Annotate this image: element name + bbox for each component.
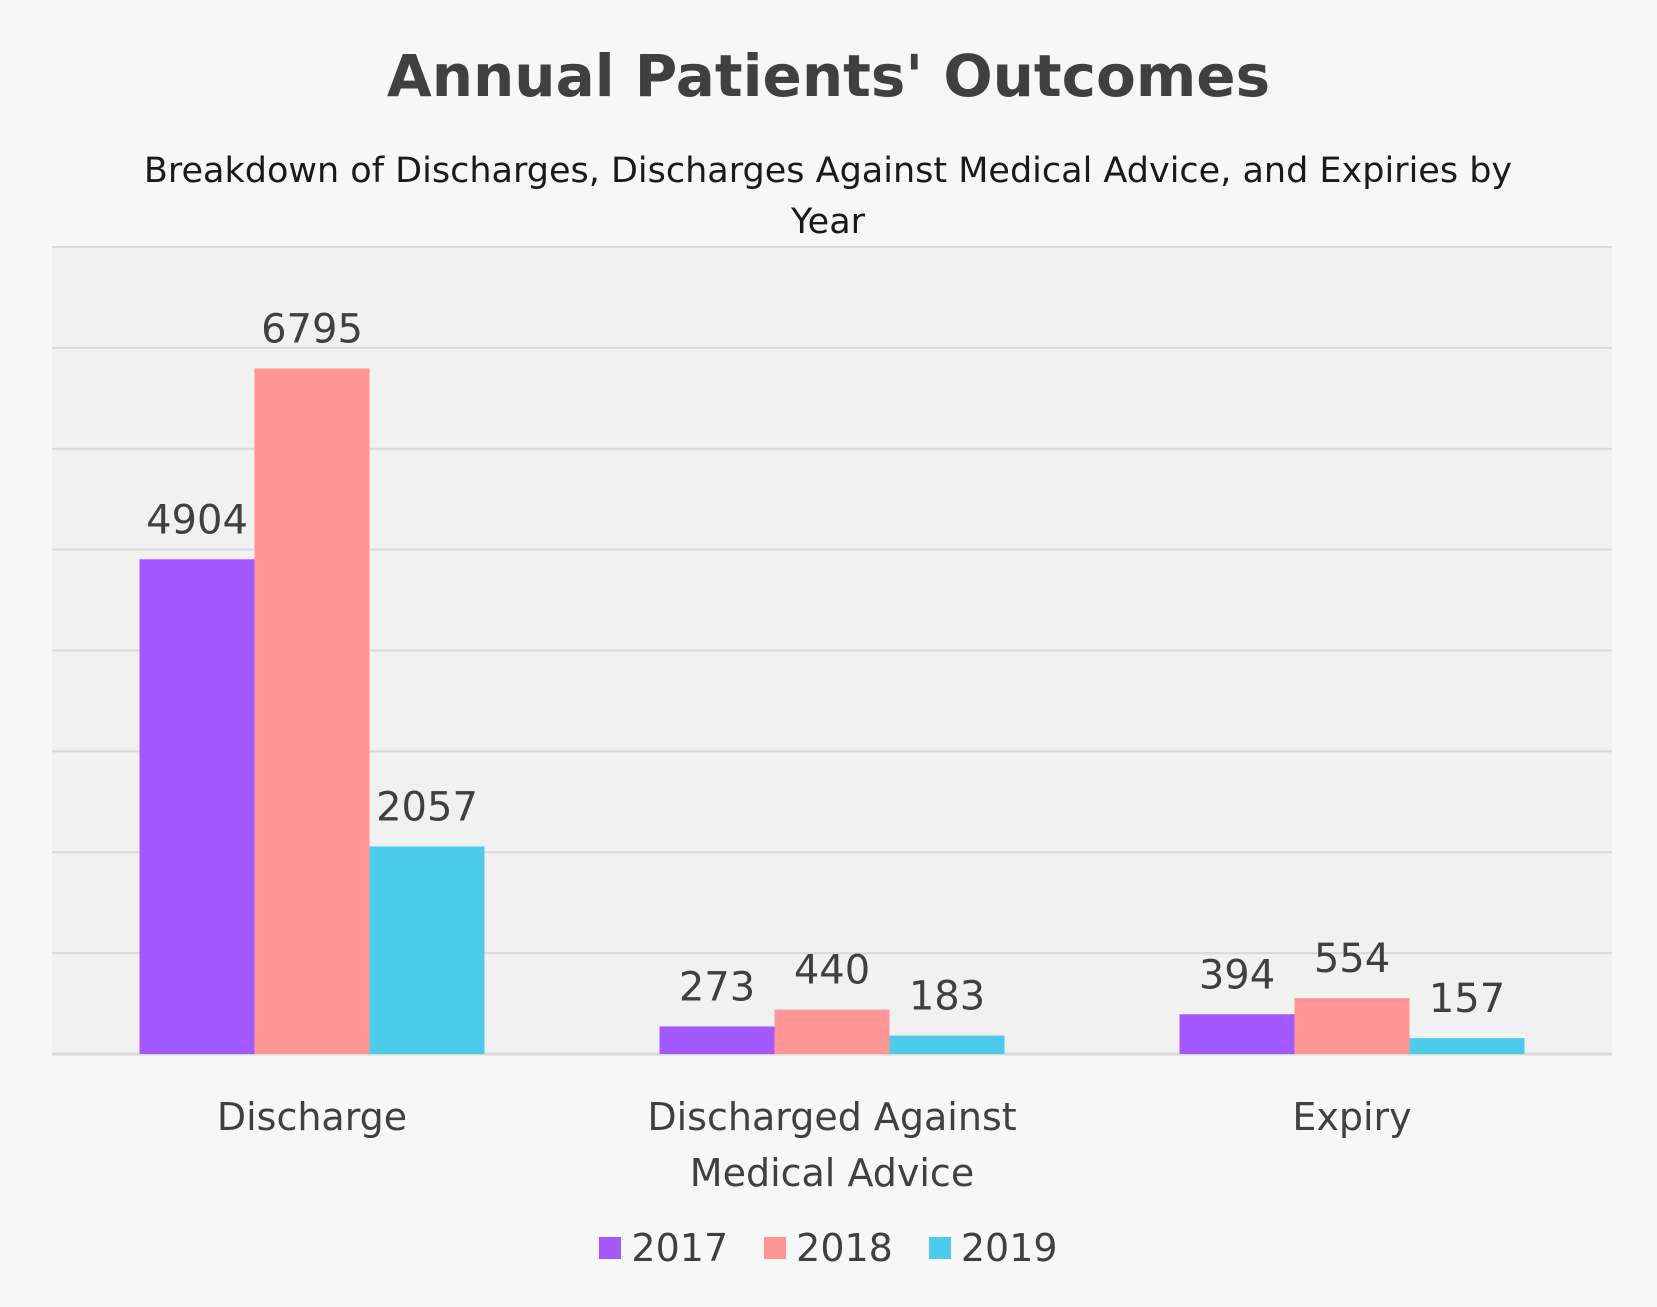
bar-2017 bbox=[139, 559, 255, 1054]
category-label: Discharge bbox=[217, 1095, 407, 1139]
bar-value-label: 157 bbox=[1429, 976, 1505, 1022]
legend-swatch bbox=[764, 1237, 787, 1259]
legend-item-2019: 2019 bbox=[928, 1226, 1058, 1270]
bar-2018 bbox=[254, 368, 370, 1054]
category-label: Discharged Against Medical Advice bbox=[647, 1095, 1016, 1195]
bar-2019 bbox=[369, 846, 485, 1054]
legend-swatch bbox=[599, 1237, 622, 1259]
bar-value-label: 183 bbox=[909, 974, 985, 1020]
bar-2017 bbox=[659, 1026, 775, 1054]
legend-label: 2017 bbox=[631, 1226, 729, 1270]
bar-value-label: 273 bbox=[679, 964, 755, 1010]
bar-value-label: 554 bbox=[1314, 936, 1390, 982]
bar-2019 bbox=[889, 1035, 1005, 1054]
bars bbox=[139, 368, 1525, 1054]
legend-swatch bbox=[928, 1237, 951, 1259]
bar-value-label: 6795 bbox=[261, 307, 363, 353]
bar-2018 bbox=[1294, 998, 1410, 1054]
legend-label: 2019 bbox=[960, 1226, 1058, 1270]
legend-label: 2018 bbox=[796, 1226, 893, 1270]
data-labels: 4904 6795 2057 273 440 183 394 554 157 bbox=[146, 307, 1505, 1023]
legend: 2017 2018 2019 bbox=[0, 1226, 1657, 1270]
chart-subtitle: Breakdown of Discharges, Discharges Agai… bbox=[143, 151, 1513, 242]
bar-value-label: 394 bbox=[1199, 952, 1275, 998]
bar-2018 bbox=[774, 1009, 890, 1054]
bar-value-label: 4904 bbox=[146, 497, 248, 543]
bar-2017 bbox=[1179, 1014, 1295, 1054]
chart-title: Annual Patients' Outcomes bbox=[386, 42, 1271, 110]
category-labels: Discharge Discharged Against Medical Advic… bbox=[217, 1095, 1412, 1195]
bar-value-label: 2057 bbox=[376, 785, 478, 831]
category-label: Expiry bbox=[1292, 1095, 1411, 1139]
legend-item-2018: 2018 bbox=[764, 1226, 893, 1270]
legend-item-2017: 2017 bbox=[599, 1226, 728, 1270]
bar-value-label: 440 bbox=[794, 948, 870, 994]
bar-2019 bbox=[1409, 1038, 1525, 1054]
